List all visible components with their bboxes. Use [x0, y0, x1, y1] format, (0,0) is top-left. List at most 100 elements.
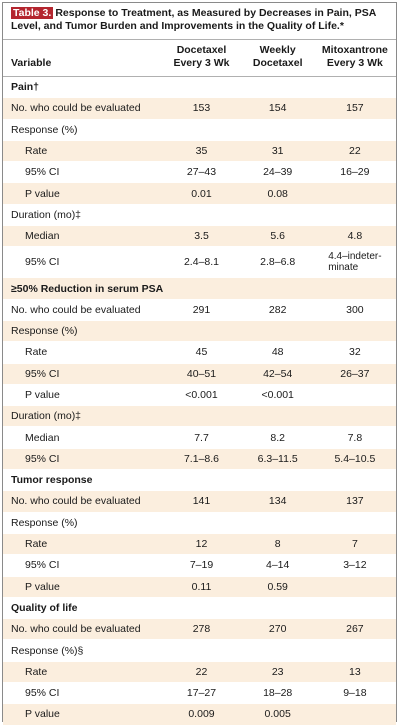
table-row: P value 0.11 0.59	[3, 576, 396, 598]
header-col2-line2: Docetaxel	[252, 57, 303, 69]
section-label: Quality of life	[3, 597, 162, 620]
cell-col1: 27–43	[161, 161, 242, 184]
cell-col1	[161, 277, 242, 300]
table-row: Response (%)§	[3, 639, 396, 662]
table-caption: Table 3. Response to Treatment, as Measur…	[3, 3, 396, 39]
row-label: 95% CI	[3, 554, 162, 577]
cell-col2	[241, 320, 314, 343]
section-row: ≥50% Reduction in serum PSA	[3, 277, 396, 300]
cell-col3: 4.4–indeter-minate	[313, 246, 396, 279]
response-table: Variable Docetaxel Every 3 Wk Weekly Doc…	[3, 39, 396, 726]
table-row: 95% CI 27–43 24–39 16–29	[3, 161, 396, 184]
cell-col3	[313, 703, 396, 726]
cell-col3: 22	[313, 140, 396, 163]
cell-col2: 6.3–11.5	[241, 448, 314, 471]
row-label: 95% CI	[3, 363, 162, 385]
table-row: 95% CI 2.4–8.1 2.8–6.8 4.4–indeter-minate	[3, 246, 396, 279]
row-label: P value	[3, 703, 162, 726]
cell-col1: 278	[161, 618, 242, 641]
cell-col3	[313, 119, 396, 141]
cell-col2: 42–54	[241, 363, 314, 385]
cell-col1: 291	[161, 299, 242, 321]
cell-col2: 31	[241, 140, 314, 163]
table-row: P value <0.001 <0.001	[3, 384, 396, 407]
table-row: No. who could be evaluated 153 154 157	[3, 97, 396, 120]
cell-col2: 134	[241, 490, 314, 513]
table-row: P value 0.01 0.08	[3, 182, 396, 205]
table-row: 95% CI 7.1–8.6 6.3–11.5 5.4–10.5	[3, 448, 396, 471]
row-label: No. who could be evaluated	[3, 618, 162, 641]
cell-col3	[313, 512, 396, 534]
row-label: P value	[3, 384, 162, 407]
cell-col1: 7.7	[161, 426, 242, 449]
cell-col3	[313, 204, 396, 227]
cell-col1: 153	[161, 97, 242, 120]
cell-col3	[313, 639, 396, 662]
cell-col3	[313, 469, 396, 492]
table-row: 95% CI 17–27 18–28 9–18	[3, 682, 396, 705]
cell-col3: 267	[313, 618, 396, 641]
table-body: Pain† No. who could be evaluated 153 154 157…	[3, 76, 396, 726]
cell-col1: 35	[161, 140, 242, 163]
cell-col3: 4.8	[313, 225, 396, 248]
row-label: Rate	[3, 341, 162, 364]
table-row: Rate 22 23 13	[3, 661, 396, 684]
table-row: Median 3.5 5.6 4.8	[3, 225, 396, 248]
table-row: No. who could be evaluated 278 270 267	[3, 618, 396, 641]
section-label: Tumor response	[3, 469, 162, 492]
row-label: 95% CI	[3, 161, 162, 184]
cell-col3: 157	[313, 97, 396, 120]
cell-col2: 8.2	[241, 426, 314, 449]
cell-col2: 24–39	[241, 161, 314, 184]
cell-col2: 48	[241, 341, 314, 364]
cell-col1: 0.01	[161, 182, 242, 205]
cell-col1: 45	[161, 341, 242, 364]
cell-col2	[241, 597, 314, 620]
section-label: ≥50% Reduction in serum PSA	[3, 277, 163, 300]
header-variable: Variable	[3, 39, 162, 77]
header-mitoxantrone-3wk: Mitoxantrone Every 3 Wk	[313, 39, 396, 77]
table-label: Table 3.	[11, 7, 54, 19]
cell-col1: 12	[161, 533, 242, 556]
row-label: No. who could be evaluated	[3, 490, 162, 513]
cell-col2: 0.005	[241, 703, 314, 726]
cell-col2	[241, 204, 314, 227]
cell-col1: 7–19	[161, 554, 242, 577]
cell-col3: 300	[313, 299, 396, 321]
row-label: 95% CI	[3, 448, 162, 471]
cell-col2: 282	[241, 299, 314, 321]
row-label: Rate	[3, 533, 162, 556]
cell-col1: 7.1–8.6	[161, 448, 242, 471]
section-row: Pain†	[3, 76, 396, 99]
section-row: Quality of life	[3, 597, 396, 620]
cell-col2	[241, 76, 314, 99]
cell-col2: 18–28	[241, 682, 314, 705]
cell-col2: 5.6	[241, 225, 314, 248]
cell-col2: <0.001	[241, 384, 314, 407]
cell-col3: 16–29	[313, 161, 396, 184]
cell-col2: 0.08	[241, 182, 314, 205]
header-docetaxel-3wk: Docetaxel Every 3 Wk	[161, 39, 242, 77]
cell-col1: 40–51	[161, 363, 242, 385]
cell-col1: 22	[161, 661, 242, 684]
header-col3-line1: Mitoxantrone	[321, 44, 388, 56]
cell-col3	[313, 277, 396, 300]
header-col1-line2: Every 3 Wk	[173, 57, 230, 69]
section-label: Pain†	[3, 76, 162, 99]
cell-col3: 137	[313, 490, 396, 513]
cell-col1: 141	[161, 490, 242, 513]
table-row: Response (%)	[3, 512, 396, 534]
cell-col3: 7	[313, 533, 396, 556]
table-row: Rate 12 8 7	[3, 533, 396, 556]
cell-col2: 8	[241, 533, 314, 556]
cell-col1	[161, 512, 242, 534]
cell-col2	[241, 277, 314, 300]
cell-col3: 32	[313, 341, 396, 364]
cell-col1	[161, 469, 242, 492]
table-row: Rate 45 48 32	[3, 341, 396, 364]
header-col2-line1: Weekly	[259, 44, 296, 56]
table-row: No. who could be evaluated 291 282 300	[3, 299, 396, 321]
cell-col3	[313, 576, 396, 598]
cell-col1: 17–27	[161, 682, 242, 705]
